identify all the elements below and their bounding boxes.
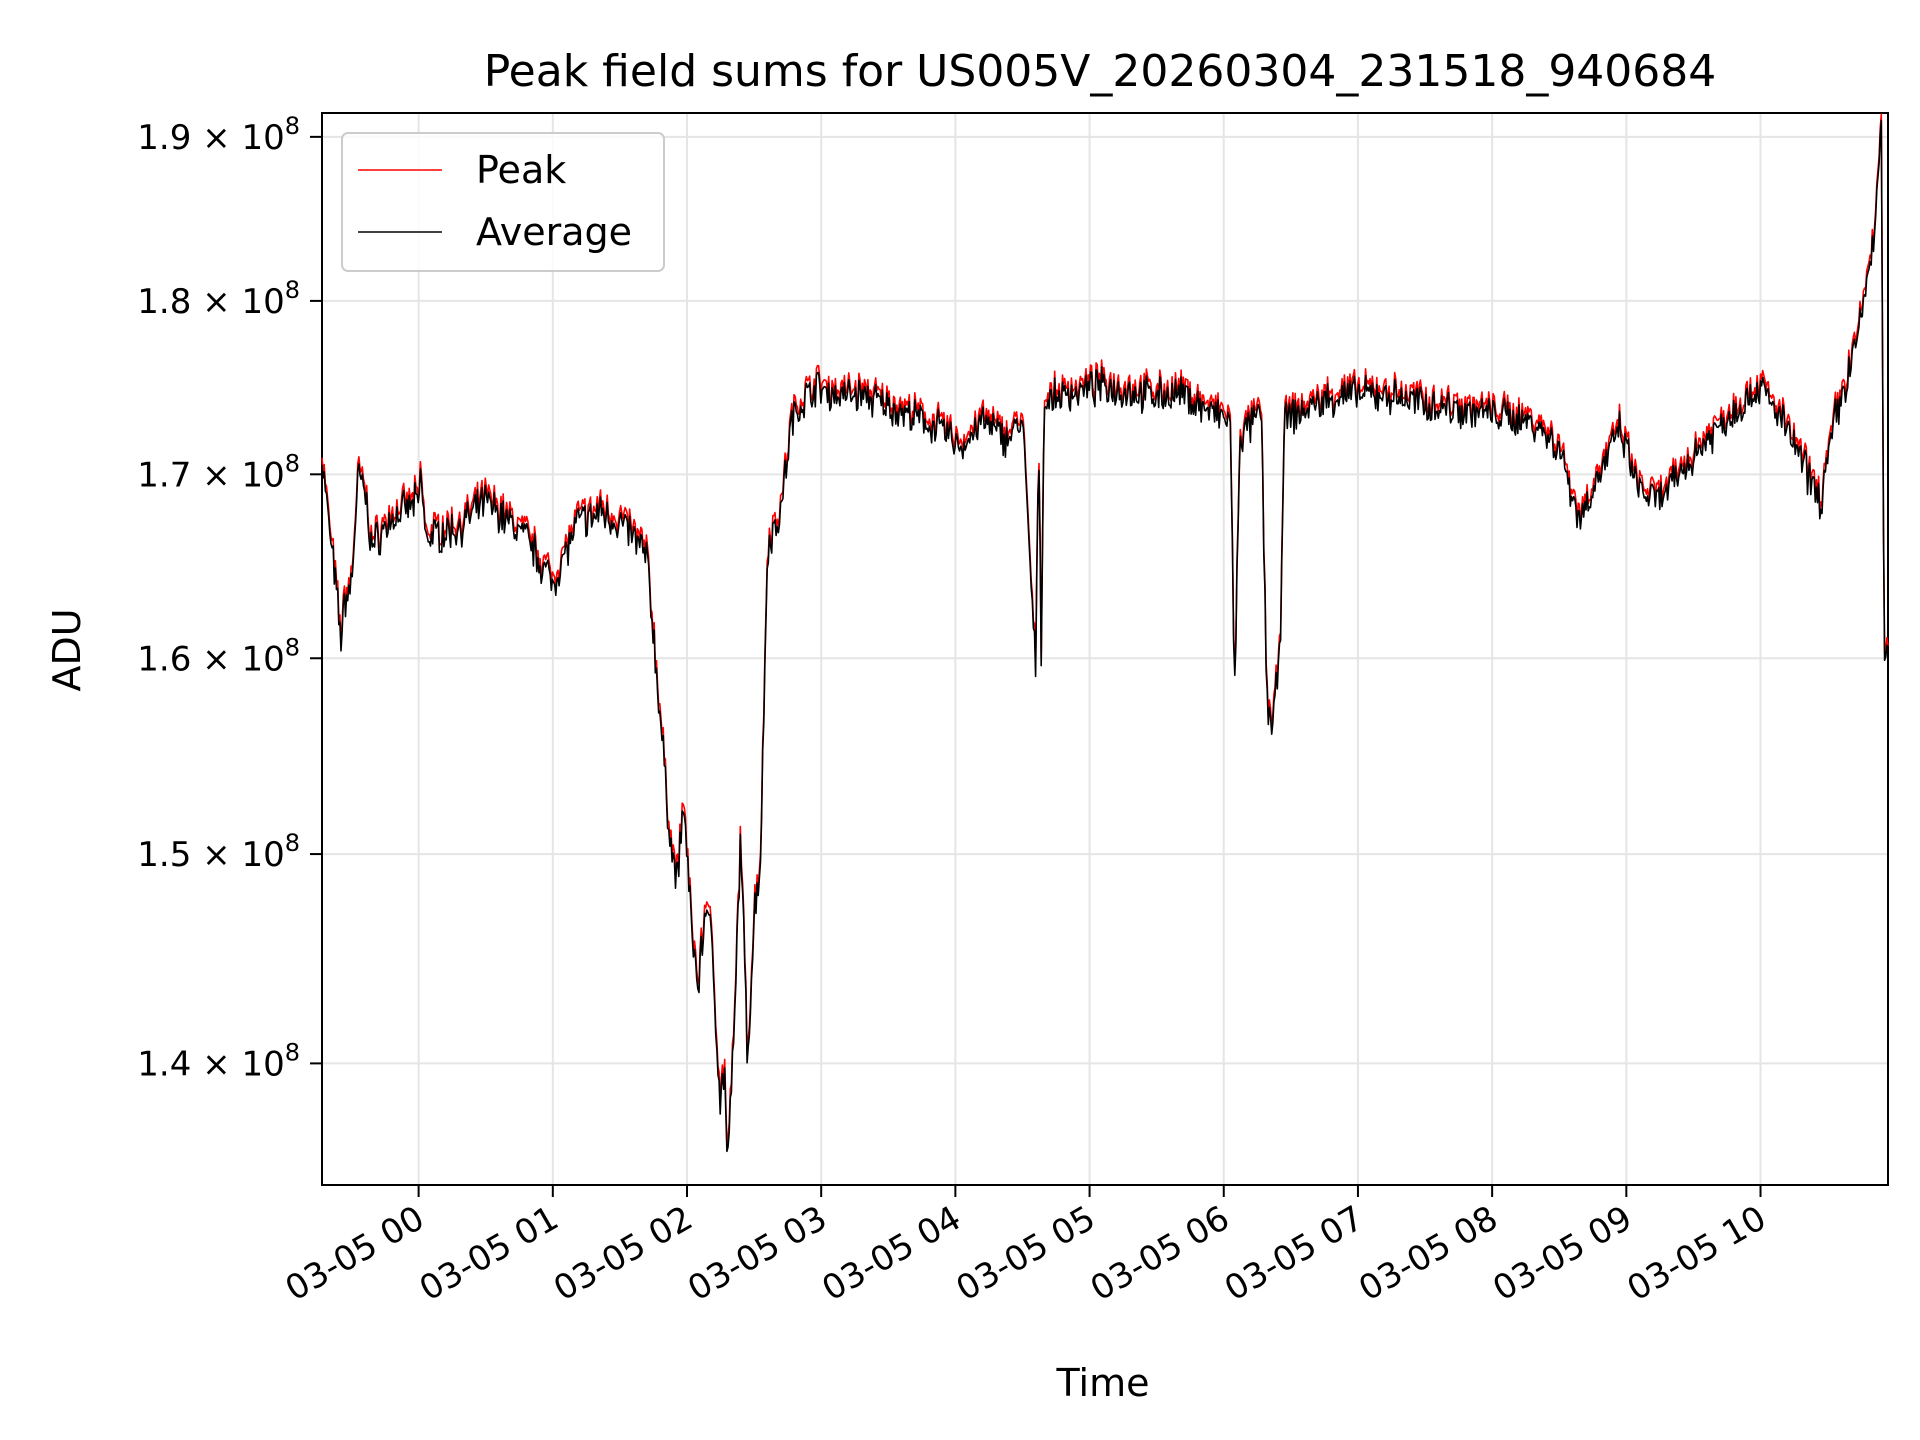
y-tick-label: 1.4 × 108 <box>137 1038 300 1084</box>
y-tick-label-base: 1.6 × 10 <box>137 639 284 679</box>
y-tick-label-exponent: 8 <box>285 449 300 477</box>
legend-label-peak: Peak <box>476 148 566 192</box>
y-tick-label-base: 1.9 × 10 <box>137 118 284 158</box>
grid <box>322 113 1888 1185</box>
y-tick-label-base: 1.7 × 10 <box>137 455 284 495</box>
y-tick-label-base: 1.4 × 10 <box>137 1044 284 1084</box>
legend-label-average: Average <box>476 210 632 254</box>
y-tick-label-base: 1.8 × 10 <box>137 282 284 322</box>
y-tick-label-base: 1.5 × 10 <box>137 835 284 875</box>
x-axis-label: Time <box>1056 1361 1150 1405</box>
y-tick-label-exponent: 8 <box>285 633 300 661</box>
series-layer <box>321 113 1889 1153</box>
y-tick-label: 1.9 × 108 <box>137 112 300 158</box>
y-tick-label: 1.7 × 108 <box>137 449 300 495</box>
chart-title: Peak field sums for US005V_20260304_2315… <box>484 46 1717 97</box>
y-axis-label: ADU <box>45 608 89 691</box>
y-tick-label-exponent: 8 <box>285 1038 300 1066</box>
y-tick-label: 1.6 × 108 <box>137 633 300 679</box>
legend: Peak Average <box>341 132 665 272</box>
y-tick-label: 1.5 × 108 <box>137 829 300 875</box>
legend-box <box>341 132 665 272</box>
y-tick-label-exponent: 8 <box>285 112 300 140</box>
series-line-average <box>321 119 1889 1153</box>
y-tick-label-exponent: 8 <box>285 276 300 304</box>
y-tick-label: 1.8 × 108 <box>137 276 300 322</box>
y-tick-label-exponent: 8 <box>285 829 300 857</box>
